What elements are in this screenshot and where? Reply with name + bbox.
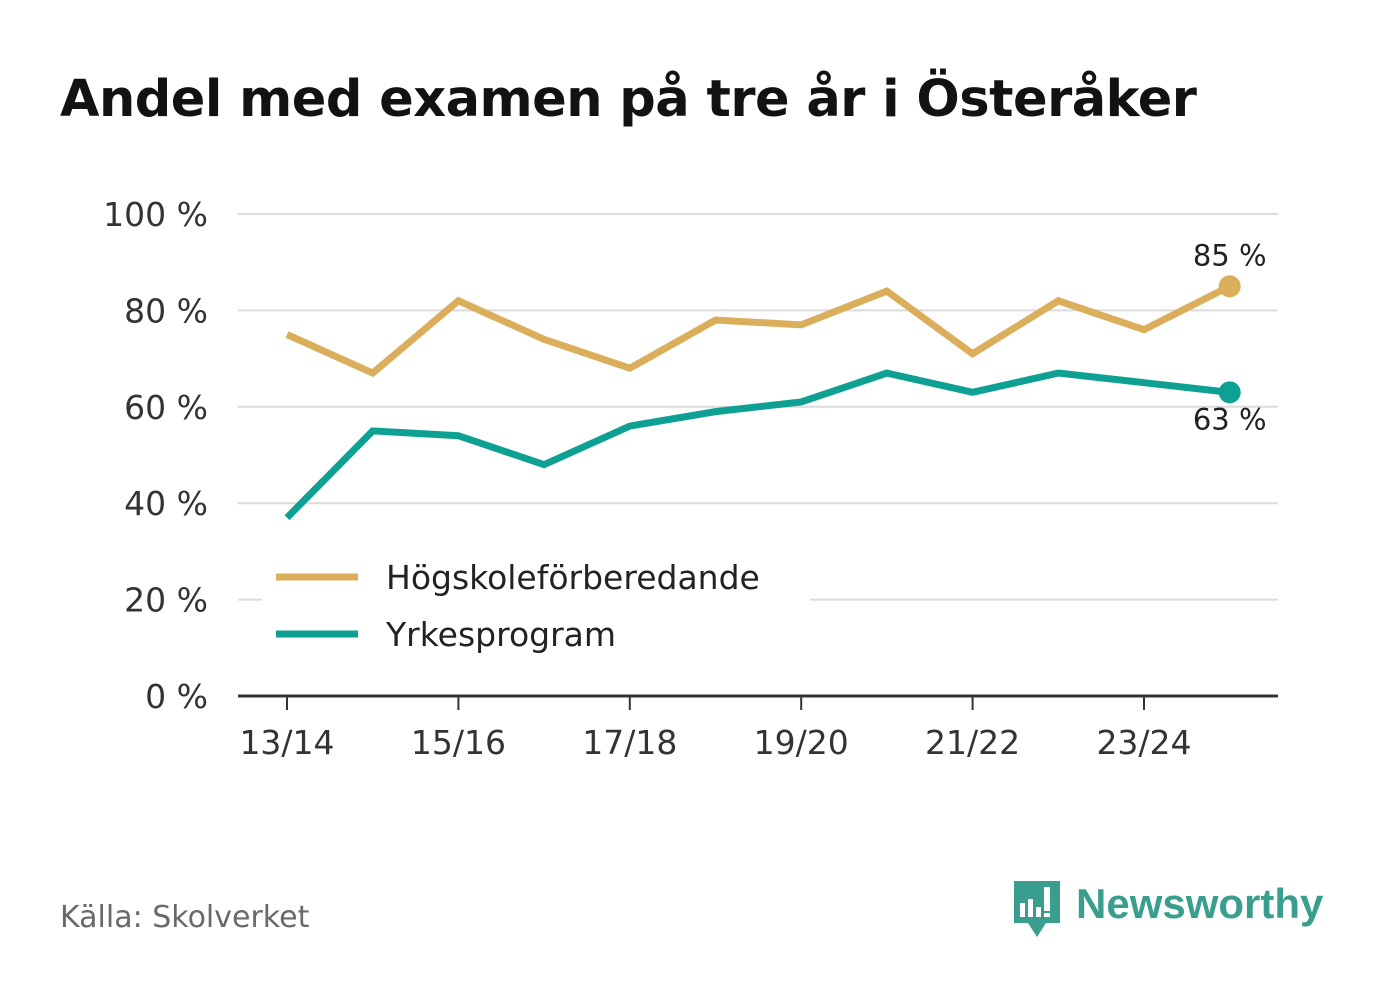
legend-background bbox=[262, 548, 810, 666]
series-lines: 85 % 63 % bbox=[284, 238, 1267, 521]
y-tick-label: 60 % bbox=[124, 388, 208, 427]
x-tick-label: 17/18 bbox=[582, 723, 677, 762]
y-axis-ticks: 0 % 20 % 40 % 60 % 80 % 100 % bbox=[103, 195, 208, 716]
source-credit: Källa: Skolverket bbox=[60, 900, 310, 935]
end-value-label: 63 % bbox=[1193, 402, 1267, 436]
x-tick-label: 21/22 bbox=[925, 723, 1020, 762]
x-tick-label: 15/16 bbox=[411, 723, 506, 762]
legend-label: Högskoleförberedande bbox=[386, 558, 760, 597]
x-tick-label: 19/20 bbox=[754, 723, 849, 762]
legend: Högskoleförberedande Yrkesprogram bbox=[262, 548, 810, 666]
x-axis: 13/14 15/16 17/18 19/20 21/22 23/24 bbox=[238, 694, 1278, 762]
x-tick-label: 13/14 bbox=[239, 723, 334, 762]
y-tick-label: 40 % bbox=[124, 484, 208, 523]
y-tick-label: 100 % bbox=[103, 195, 208, 234]
brand-logo[interactable]: Newsworthy bbox=[1012, 880, 1323, 940]
brand-name: Newsworthy bbox=[1076, 880, 1324, 927]
series-line bbox=[285, 283, 1232, 378]
newsworthy-logo-icon bbox=[1014, 881, 1060, 937]
y-tick-label: 0 % bbox=[145, 677, 208, 716]
chart-title: Andel med examen på tre år i Österåker bbox=[60, 70, 1197, 129]
end-value-label: 85 % bbox=[1193, 238, 1267, 272]
legend-label: Yrkesprogram bbox=[385, 615, 616, 654]
end-point-marker bbox=[1218, 381, 1241, 404]
y-tick-label: 20 % bbox=[124, 581, 208, 620]
end-point-marker bbox=[1218, 275, 1241, 298]
x-tick-label: 23/24 bbox=[1096, 723, 1191, 762]
y-tick-label: 80 % bbox=[124, 291, 208, 330]
series-line bbox=[284, 369, 1231, 521]
